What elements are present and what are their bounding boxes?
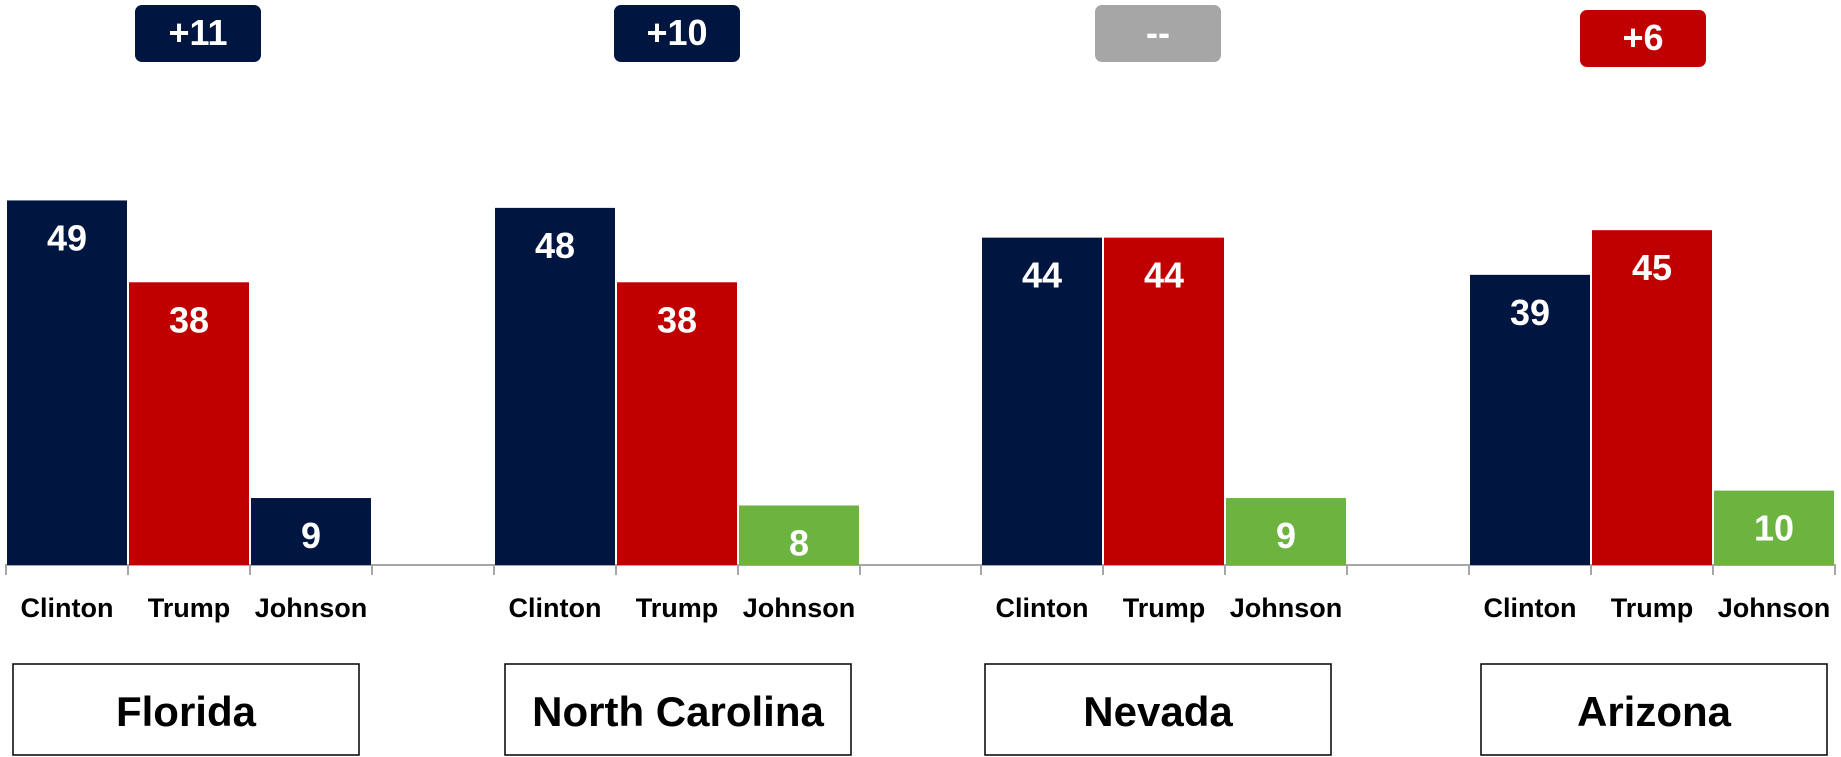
nevada-state-label: Nevada bbox=[1083, 688, 1233, 735]
nevada-johnson-bar bbox=[1226, 498, 1346, 565]
florida-clinton-bar bbox=[7, 200, 127, 565]
arizona-clinton-bar bbox=[1470, 274, 1590, 565]
arizona-margin-badge bbox=[1580, 10, 1706, 67]
north-carolina-trump-value-label: 38 bbox=[657, 299, 697, 340]
nevada-margin-badge bbox=[1095, 5, 1221, 62]
nevada-clinton-category-label: Clinton bbox=[996, 593, 1089, 623]
florida-state-label: Florida bbox=[116, 688, 257, 735]
north-carolina-margin-badge bbox=[614, 5, 740, 62]
arizona-johnson-category-label: Johnson bbox=[1718, 593, 1831, 623]
florida-margin-badge bbox=[135, 5, 261, 62]
arizona-trump-bar bbox=[1592, 230, 1712, 565]
arizona-trump-category-label: Trump bbox=[1611, 593, 1694, 623]
florida-clinton-category-label: Clinton bbox=[21, 593, 114, 623]
florida-trump-category-label: Trump bbox=[148, 593, 231, 623]
north-carolina-trump-bar bbox=[617, 282, 737, 565]
nevada-trump-category-label: Trump bbox=[1123, 593, 1206, 623]
florida-trump-bar bbox=[129, 282, 249, 565]
nevada-clinton-bar bbox=[982, 237, 1102, 565]
florida-state-box bbox=[12, 663, 360, 756]
arizona-state-label: Arizona bbox=[1577, 688, 1732, 735]
florida-johnson-value-label: 9 bbox=[301, 515, 321, 556]
arizona-margin-text: +6 bbox=[1622, 17, 1663, 58]
arizona-state-box bbox=[1480, 663, 1828, 756]
arizona-trump-value-label: 45 bbox=[1632, 247, 1672, 288]
north-carolina-johnson-bar bbox=[739, 505, 859, 565]
nevada-johnson-value-label: 9 bbox=[1276, 515, 1296, 556]
north-carolina-state-box bbox=[504, 663, 852, 756]
north-carolina-johnson-value-label: 8 bbox=[789, 522, 809, 563]
florida-trump-value-label: 38 bbox=[169, 299, 209, 340]
nevada-margin-text: -- bbox=[1146, 12, 1170, 53]
arizona-johnson-bar bbox=[1714, 490, 1834, 565]
florida-johnson-bar bbox=[251, 498, 371, 565]
north-carolina-trump-category-label: Trump bbox=[636, 593, 719, 623]
florida-johnson-category-label: Johnson bbox=[255, 593, 368, 623]
arizona-johnson-value-label: 10 bbox=[1754, 508, 1794, 549]
nevada-trump-bar bbox=[1104, 237, 1224, 565]
north-carolina-johnson-category-label: Johnson bbox=[743, 593, 856, 623]
florida-margin-text: +11 bbox=[168, 12, 227, 53]
north-carolina-clinton-category-label: Clinton bbox=[509, 593, 602, 623]
nevada-clinton-value-label: 44 bbox=[1022, 255, 1062, 296]
north-carolina-state-label: North Carolina bbox=[532, 688, 824, 735]
nevada-trump-value-label: 44 bbox=[1144, 255, 1184, 296]
north-carolina-clinton-bar bbox=[495, 207, 615, 565]
north-carolina-margin-text: +10 bbox=[646, 12, 707, 53]
florida-clinton-value-label: 49 bbox=[47, 217, 87, 258]
arizona-clinton-category-label: Clinton bbox=[1484, 593, 1577, 623]
nevada-johnson-category-label: Johnson bbox=[1230, 593, 1343, 623]
nevada-state-box bbox=[984, 663, 1332, 756]
north-carolina-clinton-value-label: 48 bbox=[535, 225, 575, 266]
arizona-clinton-value-label: 39 bbox=[1510, 292, 1550, 333]
